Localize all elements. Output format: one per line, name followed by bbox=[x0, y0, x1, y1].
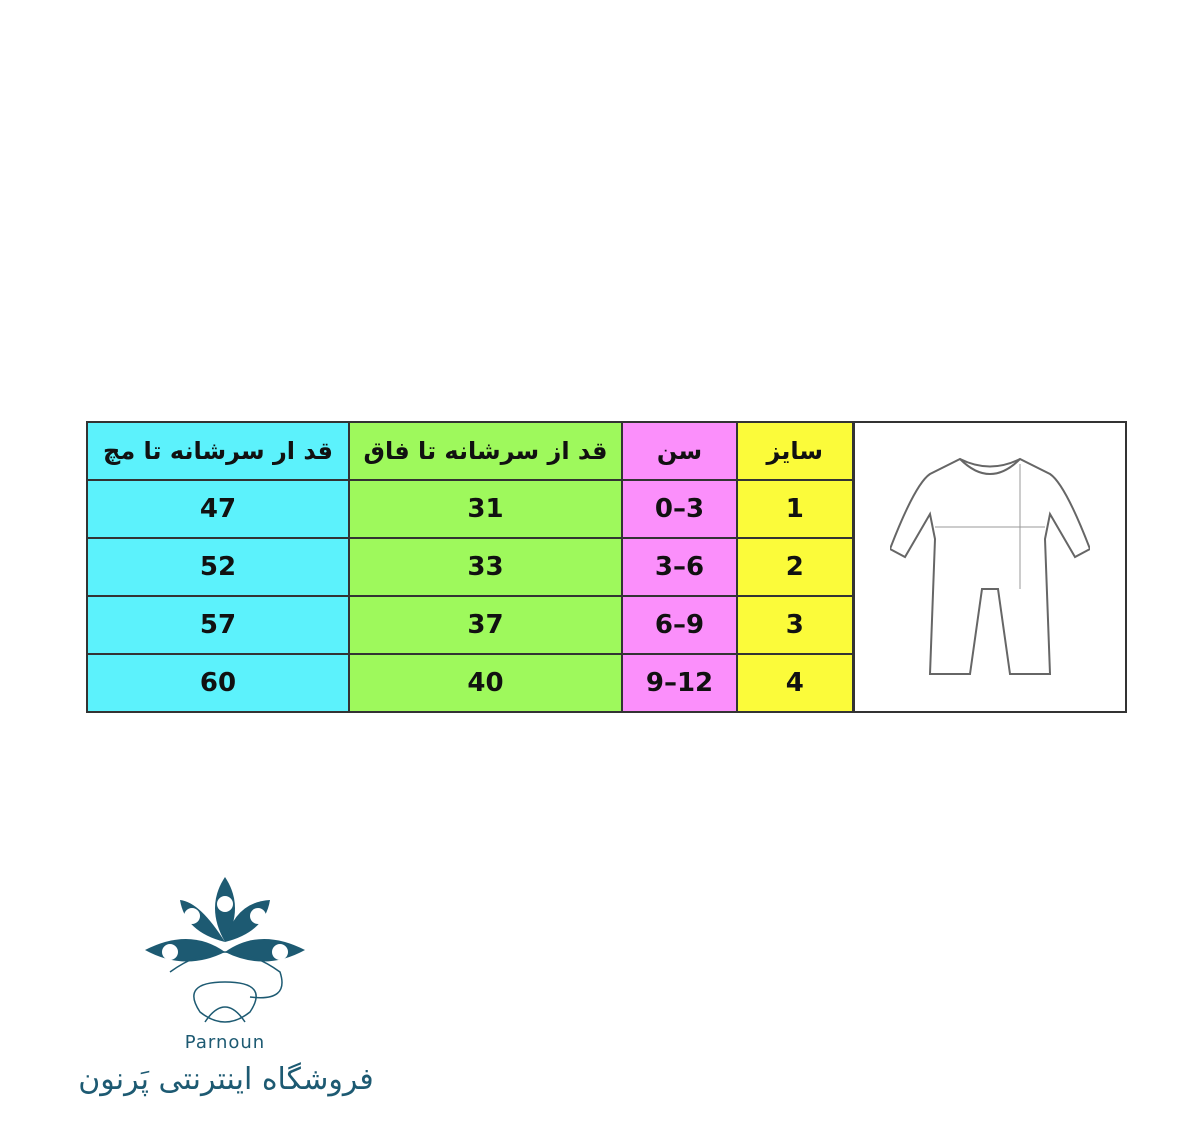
cell-size: 1 bbox=[736, 479, 854, 539]
header-age: سن bbox=[621, 421, 738, 481]
header-size: سایز bbox=[736, 421, 854, 481]
parnoun-logo bbox=[145, 877, 305, 1023]
cell-size: 3 bbox=[736, 595, 854, 655]
cell-size: 4 bbox=[736, 653, 854, 713]
cell-age: 9–12 bbox=[621, 653, 738, 713]
header-crotch-length: قد از سرشانه تا فاق bbox=[348, 421, 623, 481]
table-row: 57 37 6–9 3 bbox=[86, 595, 1126, 655]
romper-outline-icon bbox=[888, 457, 1092, 675]
cell-sleeve: 57 bbox=[86, 595, 350, 655]
cell-crotch: 37 bbox=[348, 595, 623, 655]
cell-sleeve: 47 bbox=[86, 479, 350, 539]
cell-sleeve: 52 bbox=[86, 537, 350, 597]
cell-sleeve: 60 bbox=[86, 653, 350, 713]
table-row: 47 31 0–3 1 bbox=[86, 479, 1126, 539]
brand-latin-name: Parnoun bbox=[184, 1032, 266, 1053]
cell-crotch: 33 bbox=[348, 537, 623, 597]
header-sleeve-length: قد ار سرشانه تا مچ bbox=[86, 421, 350, 481]
romper-diagram bbox=[851, 421, 1127, 713]
table-row: 60 40 9–12 4 bbox=[86, 653, 1126, 713]
cell-age: 6–9 bbox=[621, 595, 738, 655]
cell-age: 0–3 bbox=[621, 479, 738, 539]
size-chart-table: قد ار سرشانه تا مچ قد از سرشانه تا فاق س… bbox=[86, 421, 1127, 713]
cell-age: 3–6 bbox=[621, 537, 738, 597]
table-row: 52 33 3–6 2 bbox=[86, 537, 1126, 597]
header-row: قد ار سرشانه تا مچ قد از سرشانه تا فاق س… bbox=[86, 421, 1127, 713]
cell-crotch: 40 bbox=[348, 653, 623, 713]
store-name: فروشگاه اینترنتی پَرنون bbox=[78, 1062, 374, 1097]
cell-size: 2 bbox=[736, 537, 854, 597]
cell-crotch: 31 bbox=[348, 479, 623, 539]
